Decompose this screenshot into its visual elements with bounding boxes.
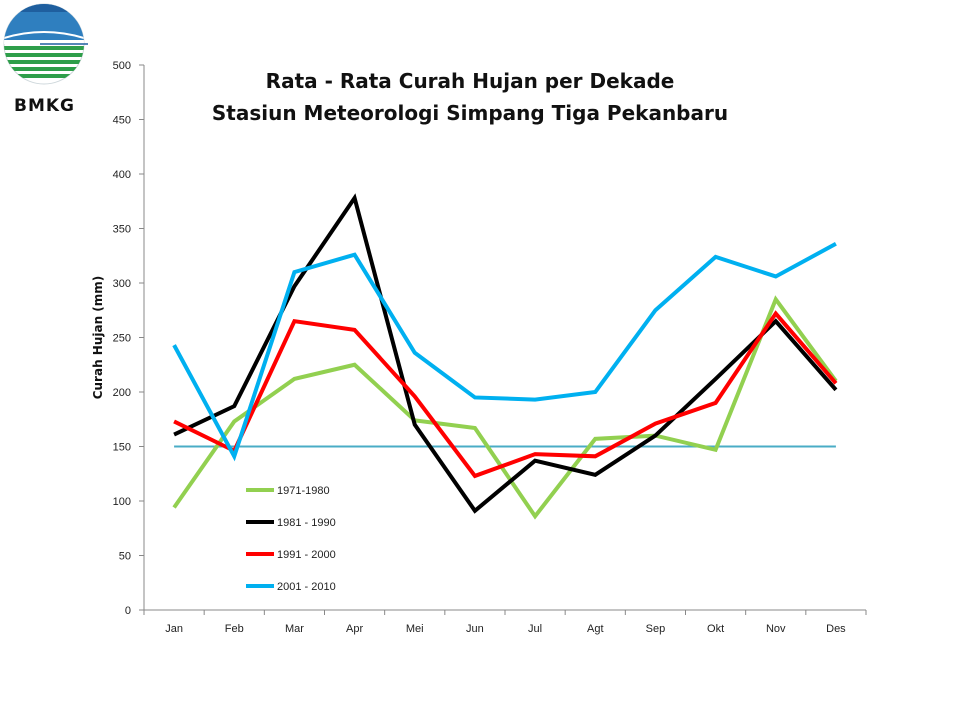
x-tick-label: Jan	[165, 623, 183, 635]
chart-axes: 0 50 100 150 200 250 300 350 400 450 500 Jan Feb Mar A…	[91, 60, 867, 635]
series-line-3	[173, 310, 838, 479]
y-tick-label: 450	[113, 115, 131, 127]
y-tick-label: 300	[113, 278, 131, 290]
legend-label-4: 2001 - 2010	[277, 581, 336, 593]
x-tick-label: Sep	[646, 623, 666, 635]
y-tick-label: 0	[125, 605, 131, 617]
chart-title-line-2: Stasiun Meteorologi Simpang Tiga Pekanba…	[212, 101, 728, 125]
bmkg-logo	[3, 3, 88, 85]
y-axis-label: Curah Hujan (mm)	[91, 276, 105, 400]
y-tick-label: 250	[113, 333, 131, 345]
x-tick-label: Mar	[285, 623, 304, 635]
legend-label-3: 1991 - 2000	[277, 549, 336, 561]
chart-title-line-1: Rata - Rata Curah Hujan per Dekade	[266, 69, 675, 93]
chart-title: Rata - Rata Curah Hujan per Dekade Stasiu…	[212, 69, 728, 125]
x-tick-label: Jul	[528, 623, 542, 635]
legend-label-1: 1971-1980	[277, 485, 330, 497]
series-line-4	[172, 242, 837, 462]
x-tick-label: Agt	[587, 623, 604, 635]
x-tick-label: Apr	[346, 623, 363, 635]
x-tick-label: Feb	[225, 623, 244, 635]
series-line-1	[172, 295, 838, 520]
y-tick-label: 200	[113, 387, 131, 399]
chart-legend: 1971-1980 1981 - 1990 1991 - 2000 2001 - 20…	[246, 485, 336, 593]
x-tick-label: Des	[826, 623, 846, 635]
y-tick-label: 50	[119, 551, 131, 563]
x-tick-label: Jun	[466, 623, 484, 635]
y-tick-label: 500	[113, 60, 131, 72]
x-tick-label: Nov	[766, 623, 786, 635]
y-tick-label: 350	[113, 224, 131, 236]
bmkg-logo-text: BMKG	[14, 96, 76, 116]
y-tick-label: 150	[113, 442, 131, 454]
series-group	[172, 193, 838, 520]
y-tick-label: 400	[113, 169, 131, 181]
x-tick-label: Mei	[406, 623, 424, 635]
x-tick-label: Okt	[707, 623, 724, 635]
legend-label-2: 1981 - 1990	[277, 517, 336, 529]
y-tick-label: 100	[113, 496, 131, 508]
